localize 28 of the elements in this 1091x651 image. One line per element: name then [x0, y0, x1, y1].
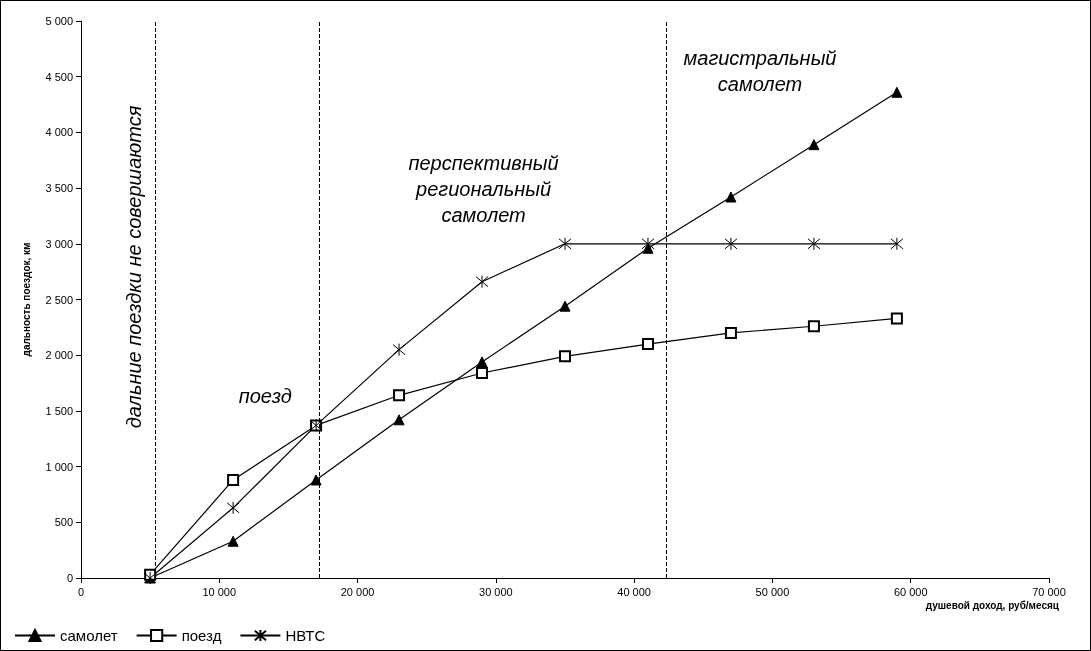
- y-tick-label: 0: [66, 572, 73, 584]
- y-tick-label: 3 000: [45, 237, 73, 250]
- legend-label: самолет: [60, 627, 118, 644]
- y-tick-label: 4 500: [45, 70, 73, 83]
- x-tick-label: 70 000: [1032, 585, 1066, 598]
- x-tick-label: 40 000: [617, 585, 651, 598]
- y-axis-title: дальность поездок, км: [20, 242, 32, 357]
- annotation: перспективный региональный самолет: [408, 151, 559, 226]
- y-tick-label: 1 500: [45, 404, 73, 417]
- legend-label: НВТС: [285, 627, 326, 644]
- y-tick-label: 500: [54, 516, 73, 529]
- y-tick-label: 1 000: [45, 460, 73, 473]
- x-tick-label: 20 000: [340, 585, 375, 598]
- y-tick-label: 5 000: [45, 15, 73, 27]
- annotation: дальние поездки не совершаются: [123, 105, 146, 429]
- x-axis-title: душевой доход, руб/месяц: [925, 599, 1060, 611]
- legend-label: поезд: [181, 627, 222, 644]
- annotation: магистральный самолет: [683, 47, 837, 96]
- x-tick-label: 60 000: [893, 585, 928, 598]
- y-tick-label: 3 500: [45, 182, 73, 195]
- x-tick-label: 30 000: [479, 585, 513, 598]
- y-tick-label: 2 500: [45, 293, 73, 306]
- x-tick-label: 10 000: [202, 585, 237, 598]
- annotation: поезд: [238, 384, 292, 407]
- x-tick-label: 0: [77, 585, 85, 598]
- x-tick-label: 50 000: [755, 585, 790, 598]
- y-tick-label: 2 000: [45, 349, 73, 362]
- y-tick-label: 4 000: [45, 126, 73, 139]
